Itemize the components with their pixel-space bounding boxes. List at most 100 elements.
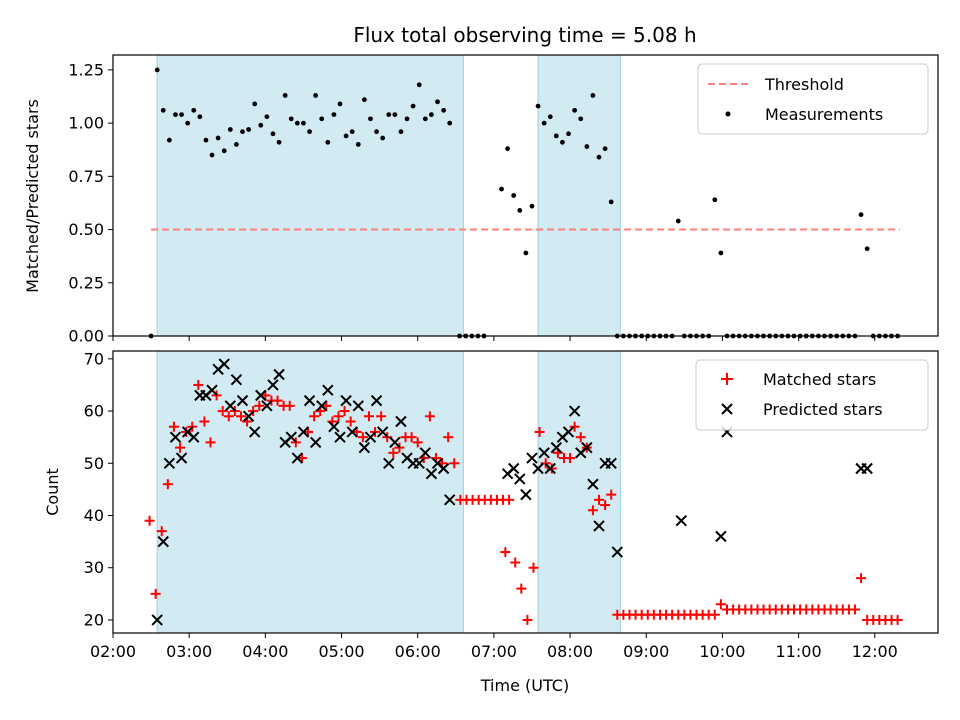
matched-star-point <box>504 494 515 505</box>
measurement-point <box>307 129 312 135</box>
measurement-point <box>553 133 559 139</box>
legend-measurements-label: Measurements <box>765 105 883 124</box>
measurement-point <box>276 139 282 145</box>
matched-star-point <box>235 411 246 422</box>
bottom-y-tick-label: 20 <box>84 610 104 629</box>
matched-star-point <box>546 463 557 474</box>
matched-star-point <box>156 526 167 537</box>
matched-star-point <box>199 416 210 427</box>
measurement-point <box>173 112 178 118</box>
matched-star-point <box>534 426 545 437</box>
measurement-point <box>191 107 197 113</box>
measurement-point <box>313 93 319 98</box>
matched-star-point <box>357 432 368 443</box>
measurement-point <box>566 131 571 137</box>
matched-star-point <box>162 479 173 490</box>
matched-star-point <box>516 583 527 594</box>
matched-star-point <box>168 421 179 432</box>
predicted-star-point <box>715 530 727 543</box>
matched-star-point <box>709 609 720 620</box>
measurement-point <box>227 127 233 132</box>
top-observing-window-1 <box>156 54 464 337</box>
top-legend: Threshold Measurements <box>697 63 929 135</box>
x-tick-label: 04:00 <box>242 642 288 661</box>
predicted-star-point <box>169 431 182 443</box>
measurement-point <box>258 122 264 128</box>
measurement-point <box>331 112 337 118</box>
measurement-point <box>374 129 379 135</box>
predicted-star-point <box>395 415 407 428</box>
predicted-star-point <box>309 436 322 449</box>
matched-star-point <box>144 515 155 526</box>
predicted-star-point <box>328 421 340 433</box>
predicted-star-point <box>611 546 624 558</box>
matched-star-point <box>594 494 605 505</box>
measurement-point <box>602 146 608 152</box>
predicted-star-point <box>267 379 279 391</box>
figure-title: Flux total observing time = 5.08 h <box>353 23 696 47</box>
predicted-star-point <box>437 462 450 475</box>
matched-star-point <box>412 437 423 448</box>
matched-star-point <box>510 557 521 568</box>
matched-star-point <box>345 416 356 427</box>
predicted-star-point <box>562 426 575 438</box>
measurement-point <box>203 137 209 143</box>
matched-star-point <box>254 400 265 411</box>
measurement-point <box>337 101 343 107</box>
matched-star-point <box>715 599 726 610</box>
predicted-star-point <box>532 462 544 475</box>
measurement-point <box>511 193 517 198</box>
predicted-star-point <box>224 400 237 412</box>
bottom-y-axis-label: Count <box>43 468 62 516</box>
top-y-tick-label: 0.25 <box>68 273 104 292</box>
measurement-point <box>584 144 590 149</box>
top-y-axis-label: Matched/Predicted stars <box>23 99 42 293</box>
predicted-star-point <box>358 441 371 454</box>
predicted-star-point <box>861 462 873 475</box>
matched-star-point <box>175 442 186 453</box>
measurement-point <box>386 112 392 118</box>
predicted-star-point <box>443 494 456 506</box>
measurement-point <box>361 97 367 103</box>
matched-star-point <box>272 395 283 406</box>
predicted-star-point <box>255 389 267 402</box>
measurement-point <box>294 120 300 126</box>
predicted-star-point <box>538 447 550 459</box>
measurement-point <box>221 148 227 154</box>
predicted-star-point <box>151 614 163 626</box>
predicted-star-point <box>297 426 310 438</box>
measurement-point <box>355 142 361 147</box>
measurement-point <box>596 154 602 160</box>
predicted-star-point <box>291 452 304 464</box>
measurement-point <box>675 218 681 224</box>
predicted-star-point <box>285 431 297 443</box>
predicted-star-point <box>364 431 377 443</box>
measurement-point <box>154 67 160 73</box>
measurement-point <box>319 116 325 122</box>
measurement-point <box>858 212 864 218</box>
predicted-star-point <box>593 520 605 532</box>
bottom-plot-frame <box>112 350 939 634</box>
x-tick-label: 09:00 <box>623 642 669 661</box>
matched-star-point <box>849 604 860 615</box>
measurement-point <box>368 116 373 122</box>
measurement-point <box>404 116 410 122</box>
predicted-star-point <box>675 515 687 527</box>
matched-star-point <box>193 379 204 390</box>
matched-star-point <box>522 614 533 625</box>
predicted-star-point <box>206 384 218 396</box>
measurement-point <box>215 135 221 141</box>
measurement-point <box>398 129 404 135</box>
x-axis-label: Time (UTC) <box>480 676 569 695</box>
measurement-point <box>270 131 276 137</box>
predicted-star-point <box>550 441 563 454</box>
matched-star-point <box>587 505 598 516</box>
top-y-tick-label: 1.25 <box>68 60 104 79</box>
x-tick-label: 02:00 <box>90 642 136 661</box>
matched-star-point <box>205 437 216 448</box>
matched-star-point <box>443 432 454 443</box>
measurement-point <box>505 146 510 152</box>
x-tick-label: 07:00 <box>471 642 517 661</box>
measurement-point <box>578 116 584 122</box>
